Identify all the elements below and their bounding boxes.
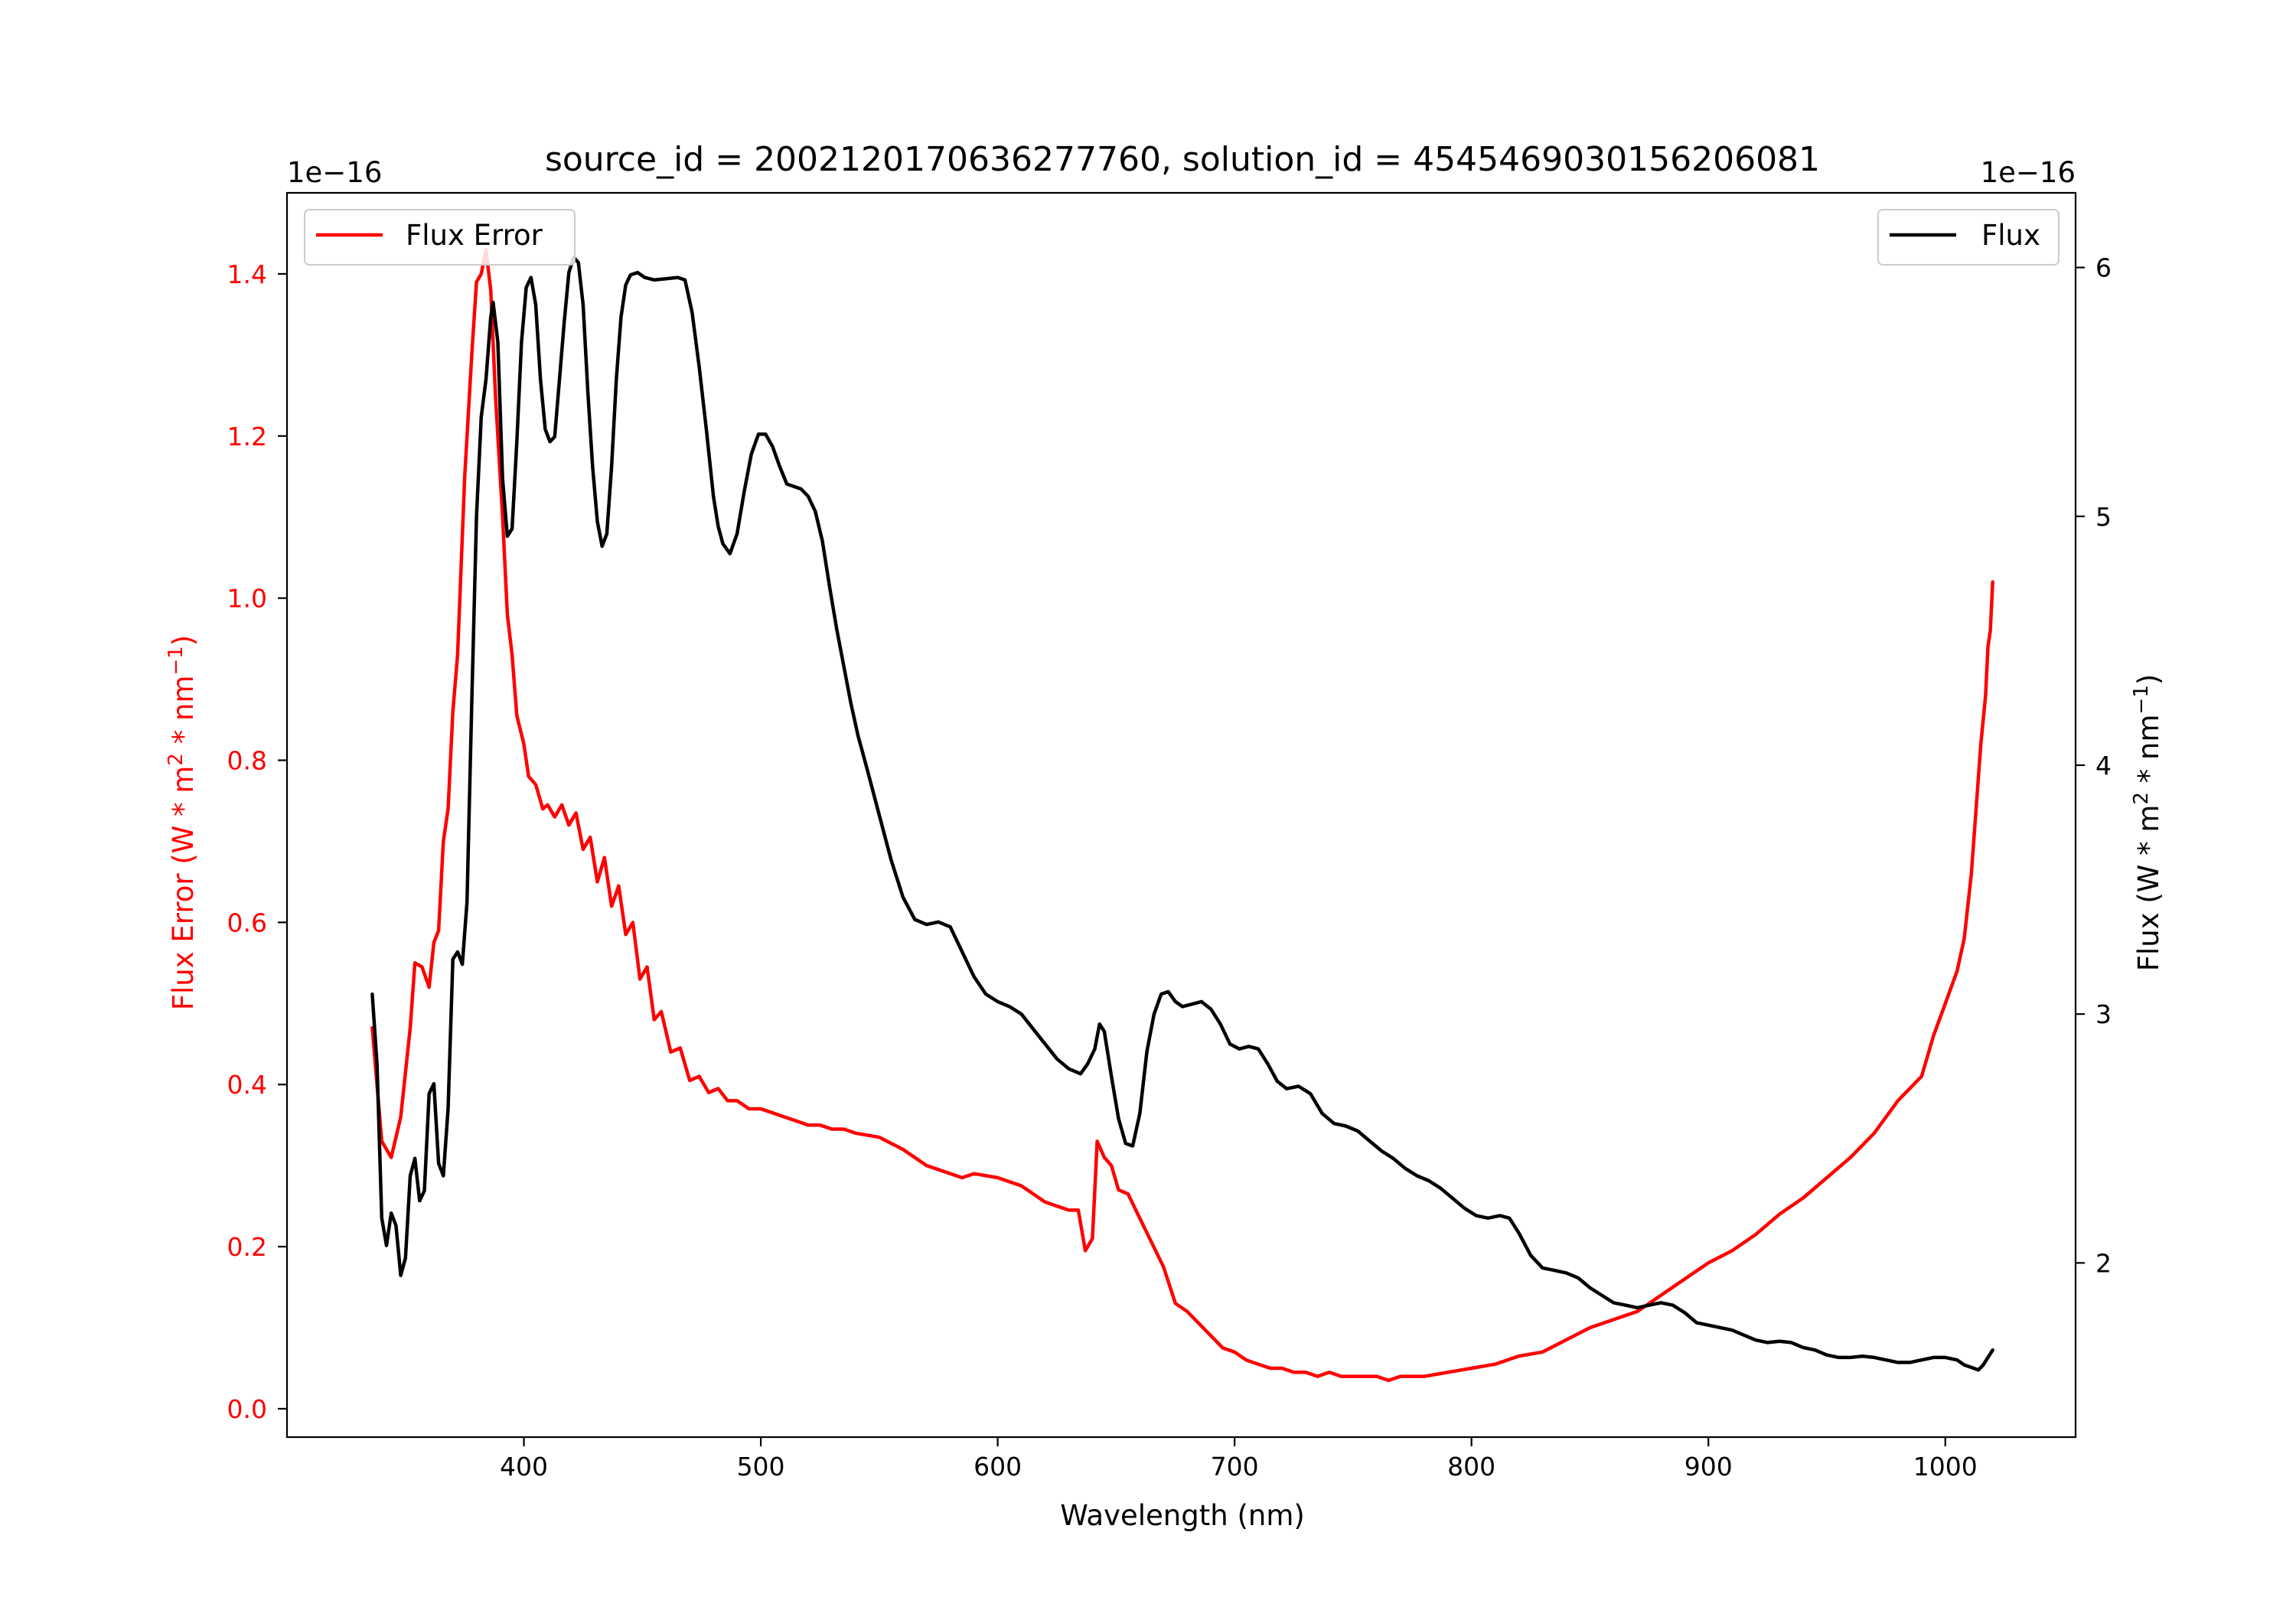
series-line-flux	[370, 256, 1994, 1372]
legend-flux-error-box	[304, 209, 576, 266]
right-y-tick-label-1: 3	[2095, 999, 2112, 1029]
legend-flux: Flux	[1877, 209, 2060, 266]
left-y-tick-label-7: 1.4	[227, 259, 267, 289]
right-axis-label-end: )	[2132, 674, 2165, 685]
left-y-tick-label-5: 1.0	[227, 584, 267, 614]
left-y-tick-label-4: 0.8	[227, 745, 267, 775]
chart-title: source_id = 2002120170636277760, solutio…	[545, 140, 1820, 179]
x-tick-label-800: 800	[1447, 1452, 1495, 1482]
left-y-tick-label-2: 0.4	[227, 1070, 267, 1100]
ticks-layer: 400 500 600 700 800 900 1000 0.0 0.2 0.4 0.6 0.8 1.0…	[227, 253, 2112, 1482]
right-axis-label-mid: * nm	[2132, 714, 2165, 792]
x-tick-label-900: 900	[1684, 1452, 1733, 1482]
left-y-tick-label-1: 0.2	[227, 1232, 267, 1262]
x-tick-label-500: 500	[737, 1452, 785, 1482]
left-y-tick-label-0: 0.0	[227, 1394, 267, 1424]
left-y-tick-label-3: 0.6	[227, 908, 267, 937]
series-line-flux-error	[370, 247, 1994, 1383]
left-axis-label-end: )	[167, 635, 200, 646]
left-axis-label: Flux Error (W * m2 * nm−1)	[165, 635, 200, 1011]
right-axis-offset-text: 1e−16	[1981, 156, 2076, 189]
x-tick-label-400: 400	[500, 1452, 548, 1482]
right-y-tick-label-2: 4	[2095, 751, 2112, 781]
series-layer	[370, 247, 1994, 1383]
right-axis-label: Flux (W * m2 * nm−1)	[2130, 674, 2165, 972]
x-tick-label-1000: 1000	[1913, 1452, 1978, 1482]
left-axis-offset-text: 1e−16	[287, 156, 382, 189]
legend-flux-label: Flux	[1981, 219, 2040, 252]
legend-flux-error-label: Flux Error	[406, 219, 543, 252]
plot-frame	[285, 191, 2077, 1439]
right-axis-label-main: Flux (W * m	[2132, 805, 2165, 972]
left-axis-label-main: Flux Error (W * m	[167, 766, 200, 1011]
right-y-tick-label-3: 5	[2095, 502, 2112, 532]
legend-flux-box	[1877, 209, 2060, 266]
left-axis-label-mid: * nm	[167, 676, 200, 754]
right-y-tick-label-0: 2	[2095, 1248, 2112, 1278]
legend-flux-error: Flux Error	[304, 209, 576, 266]
left-axis-label-sup2: −1	[165, 646, 188, 675]
x-tick-label-600: 600	[974, 1452, 1022, 1482]
left-y-tick-label-6: 1.2	[227, 422, 267, 451]
x-tick-label-700: 700	[1211, 1452, 1259, 1482]
x-axis-label: Wavelength (nm)	[1060, 1499, 1305, 1532]
right-axis-label-sup1: 2	[2130, 792, 2153, 805]
left-axis-label-sup1: 2	[165, 753, 188, 766]
right-axis-label-sup2: −1	[2130, 685, 2153, 714]
right-y-tick-label-4: 6	[2095, 253, 2112, 283]
